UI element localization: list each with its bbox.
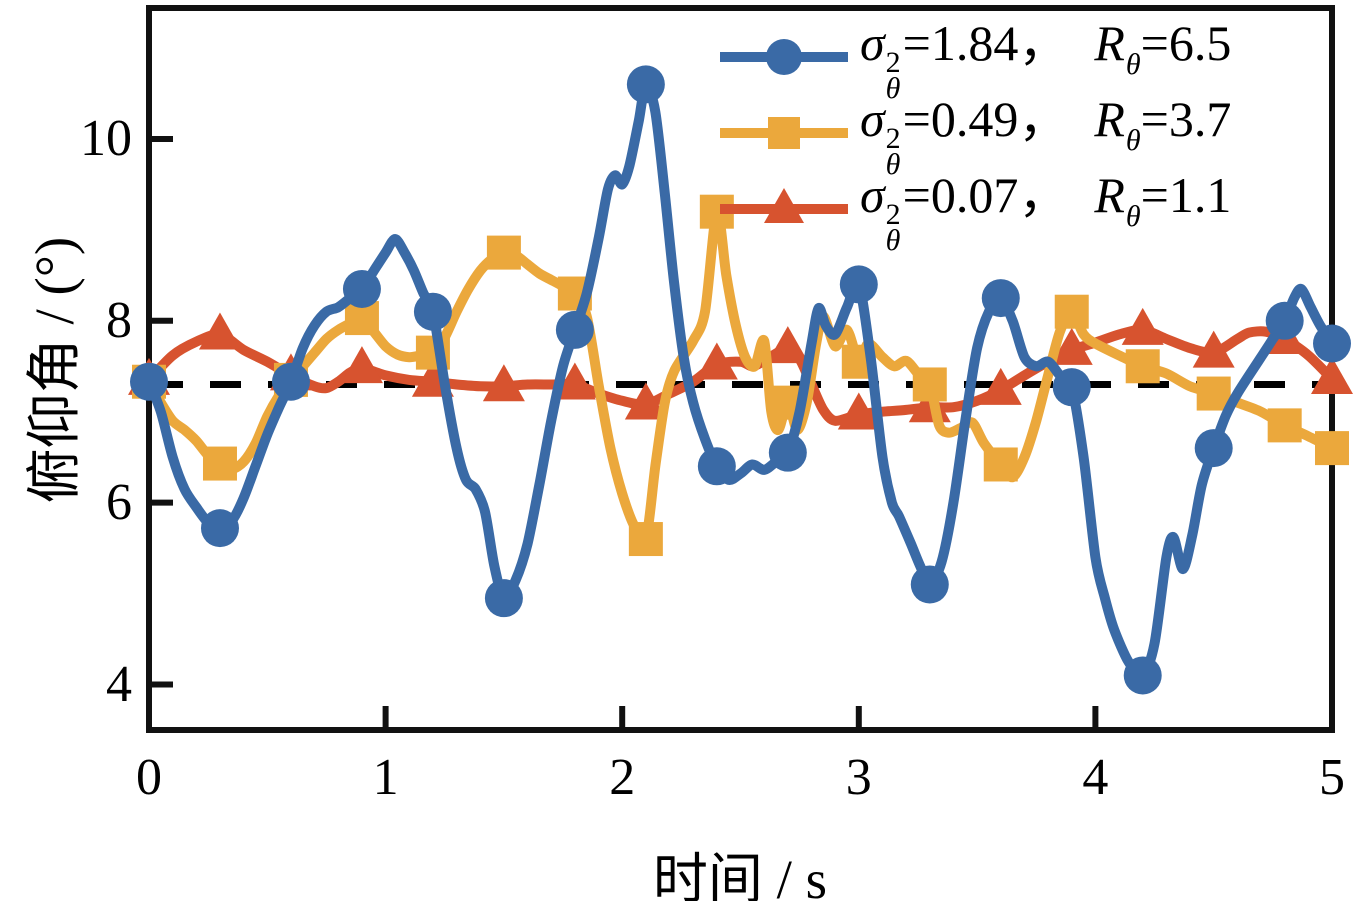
y-tick-label: 4: [106, 655, 132, 713]
legend-label: σ 2 θ =0.49， Rθ=3.7: [860, 90, 1232, 181]
x-tick-label: 1: [372, 749, 399, 806]
series-circle-marker: [626, 65, 665, 104]
series-circle-marker: [1313, 324, 1351, 363]
y-tick-label: 6: [106, 473, 132, 531]
legend: σ 2 θ =1.84， Rθ=6.5 σ 2 θ =0.49， Rθ=3.7 σ 2 θ =0.07， R…: [718, 15, 1231, 255]
series-square-marker: [983, 447, 1018, 482]
series-line-square: [144, 206, 1337, 547]
y-tick-label: 8: [106, 291, 132, 349]
legend-item: σ 2 θ =0.07， Rθ=1.1: [718, 167, 1231, 255]
series-square-marker: [1054, 294, 1089, 329]
series-square-marker: [912, 367, 947, 402]
legend-triangle-marker-icon: [720, 188, 848, 223]
series-circle-marker: [768, 433, 807, 472]
series-circle-marker: [1052, 368, 1091, 407]
series-square-marker: [1315, 431, 1349, 466]
series-square-marker: [202, 446, 237, 481]
series-circle-marker: [839, 265, 878, 304]
series-triangle-marker: [979, 367, 1022, 405]
series-triangle-marker: [624, 382, 667, 420]
series-circle-marker: [1194, 429, 1233, 468]
series-circle-marker: [555, 310, 594, 349]
legend-circle-marker-icon: [720, 39, 848, 75]
series-square-marker: [1267, 408, 1302, 443]
x-tick-label: 3: [845, 749, 872, 806]
series-triangle-marker: [695, 342, 738, 380]
series-triangle-marker: [482, 364, 525, 402]
series-triangle-marker: [1311, 357, 1353, 395]
series-circle-marker: [1265, 301, 1304, 340]
series-triangle-marker: [1121, 307, 1164, 345]
series-circle-marker: [484, 579, 523, 618]
series-circle-marker: [130, 362, 168, 401]
legend-label: σ 2 θ =0.07， Rθ=1.1: [860, 166, 1232, 257]
series-triangle-marker: [340, 346, 383, 384]
series-circle-marker: [271, 362, 310, 401]
legend-item: σ 2 θ =0.49， Rθ=3.7: [718, 91, 1231, 179]
x-tick-label: 0: [136, 749, 162, 806]
series-triangle-marker: [766, 326, 809, 364]
legend-square-marker-icon: [720, 117, 848, 149]
series-circle-marker: [342, 269, 381, 308]
series-circle-marker: [413, 292, 452, 331]
y-tick-label: 10: [80, 109, 132, 167]
series-circle-marker: [697, 447, 736, 486]
x-tick-label: 2: [609, 749, 636, 806]
series-triangle-marker: [837, 392, 880, 430]
x-tick-label: 4: [1082, 749, 1109, 806]
series-circle-marker: [910, 565, 949, 604]
series-square-marker: [486, 235, 521, 270]
series-triangle-marker: [1192, 330, 1235, 368]
legend-item: σ 2 θ =1.84， Rθ=6.5: [718, 15, 1231, 103]
series-square-marker: [1125, 349, 1160, 384]
legend-label: σ 2 θ =1.84， Rθ=6.5: [860, 14, 1232, 105]
series-triangle-marker: [553, 362, 596, 400]
x-tick-label: 5: [1319, 749, 1345, 806]
series-circle-marker: [981, 279, 1020, 318]
y-axis-label: 俯仰角 / (°): [24, 236, 85, 504]
series-square-marker: [1196, 376, 1231, 411]
series-triangle-marker: [1050, 327, 1093, 365]
series-circle-marker: [1123, 656, 1162, 695]
series-circle-marker: [200, 509, 239, 548]
series-triangle-marker: [198, 312, 241, 350]
series-square-marker: [628, 522, 663, 557]
x-axis-label: 时间 / s: [652, 849, 828, 901]
